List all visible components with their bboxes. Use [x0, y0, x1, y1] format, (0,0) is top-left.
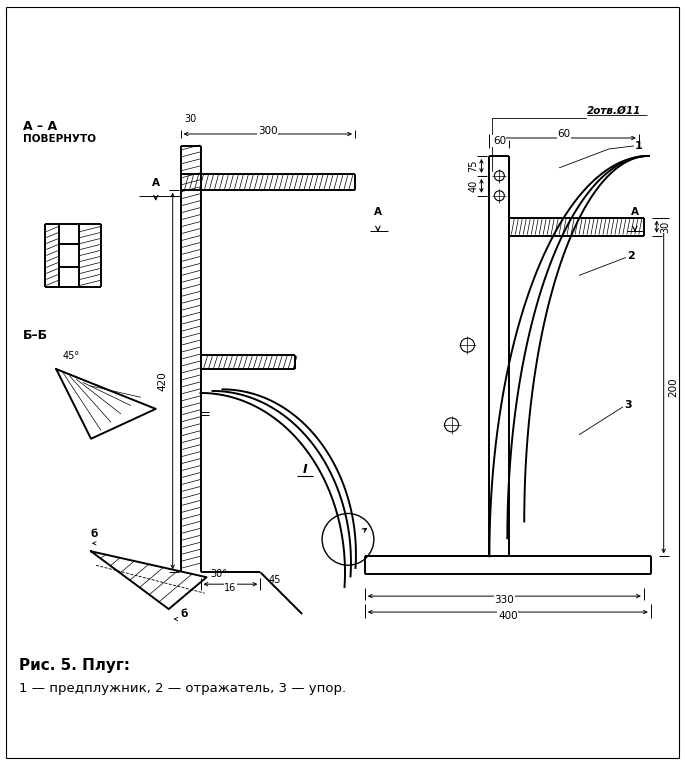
Text: А: А: [374, 207, 382, 216]
Text: 2: 2: [627, 250, 634, 261]
Text: 400: 400: [498, 611, 518, 621]
Text: 420: 420: [158, 371, 168, 391]
Text: 30: 30: [184, 114, 197, 124]
Text: ПОВЕРНУТО: ПОВЕРНУТО: [23, 134, 97, 144]
Text: 75: 75: [469, 160, 478, 172]
Text: 60: 60: [558, 129, 571, 139]
Text: Б–Б: Б–Б: [23, 329, 49, 342]
Text: 2отв.Ø11: 2отв.Ø11: [587, 106, 641, 116]
Text: 3: 3: [624, 400, 632, 410]
Text: 30: 30: [661, 220, 671, 233]
Text: б: б: [181, 609, 188, 619]
Text: А – А: А – А: [23, 119, 58, 132]
Text: 45°: 45°: [62, 351, 79, 361]
Text: б: б: [90, 529, 98, 539]
Text: I: I: [303, 463, 308, 476]
Text: 1 — предплужник, 2 — отражатель, 3 — упор.: 1 — предплужник, 2 — отражатель, 3 — упо…: [19, 682, 347, 695]
Text: Рис. 5. Плуг:: Рис. 5. Плуг:: [19, 659, 130, 673]
Text: 40: 40: [469, 180, 478, 192]
Text: 45: 45: [269, 575, 281, 585]
Text: 60: 60: [493, 136, 506, 146]
Text: 16: 16: [224, 583, 236, 593]
Text: 30°: 30°: [210, 569, 227, 579]
Text: 1: 1: [635, 141, 643, 151]
Text: 200: 200: [669, 377, 679, 397]
Text: 330: 330: [495, 595, 514, 605]
Text: 300: 300: [258, 126, 277, 136]
Text: А: А: [152, 177, 160, 187]
Text: А: А: [631, 207, 639, 216]
